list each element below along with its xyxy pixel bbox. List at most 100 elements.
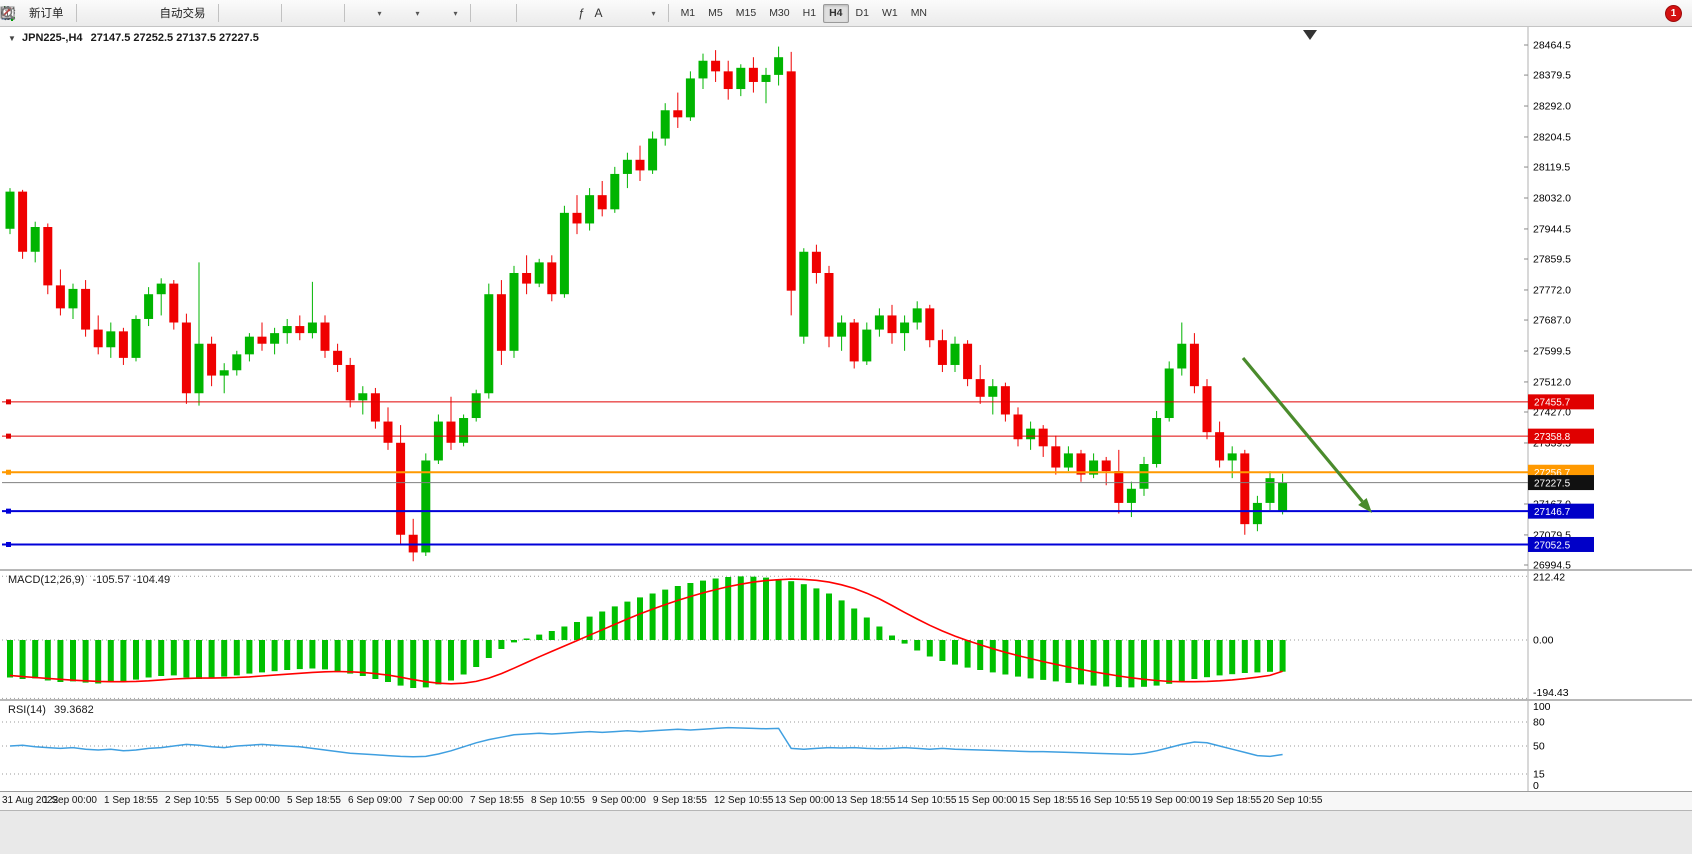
svg-text:T: T: [5, 10, 10, 19]
ohlc-values: 27147.5 27252.5 27137.5 27227.5: [90, 32, 259, 44]
rsi-value: 39.3682: [53, 704, 94, 716]
tile-windows-icon[interactable]: [1, 5, 338, 21]
svg-text:27227.5: 27227.5: [1534, 478, 1571, 489]
time-axis-label: 15 Sep 18:55: [1019, 795, 1079, 806]
timeframe-button-M5[interactable]: M5: [708, 7, 723, 19]
cursor-tool-icon[interactable]: [4, 5, 493, 21]
timeframe-button-H1[interactable]: H1: [802, 7, 817, 19]
trend-arrow-annotation[interactable]: [1241, 356, 1372, 513]
svg-text:27944.5: 27944.5: [1533, 223, 1571, 235]
notification-badge[interactable]: 1: [1665, 4, 1682, 22]
svg-text:0: 0: [1533, 780, 1539, 791]
chart-shift-marker[interactable]: [1303, 30, 1317, 40]
time-axis-label: 13 Sep 18:55: [836, 795, 896, 806]
svg-text:80: 80: [1533, 717, 1545, 729]
text-tool-icon[interactable]: A: [594, 6, 603, 20]
market-watch-icon[interactable]: [1, 5, 99, 21]
zoom-out-icon[interactable]: [1, 5, 321, 21]
timeframe-button-D1[interactable]: D1: [855, 7, 869, 19]
time-axis-border: [0, 791, 1692, 792]
svg-text:27859.5: 27859.5: [1533, 254, 1571, 266]
new-order-button[interactable]: 新订单: [23, 3, 70, 23]
time-axis-label: 6 Sep 09:00: [348, 795, 402, 806]
horizontal-lines[interactable]: [2, 399, 1528, 547]
time-axis-label: 15 Sep 00:00: [958, 795, 1018, 806]
time-axis-label: 5 Sep 18:55: [287, 795, 341, 806]
svg-text:27512.0: 27512.0: [1533, 376, 1571, 388]
toolbar-separator: [280, 4, 282, 22]
timeframe-button-H4[interactable]: H4: [823, 3, 849, 23]
indicators-icon: [0, 5, 373, 21]
zoom-in-icon[interactable]: [1, 5, 304, 21]
svg-text:27052.5: 27052.5: [1534, 540, 1571, 551]
macd-values: -105.57 -104.49: [92, 574, 171, 586]
chart-window: ▼ JPN225-,H4 27147.5 27252.5 27137.5 272…: [0, 27, 1692, 811]
toolbar-separator: [515, 4, 517, 22]
svg-text:28292.0: 28292.0: [1533, 101, 1571, 113]
svg-text:27146.7: 27146.7: [1534, 507, 1571, 518]
label-tool-icon[interactable]: T: [1, 5, 624, 21]
template-icon: [1, 5, 449, 21]
timeframe-button-M1[interactable]: M1: [680, 7, 696, 19]
svg-text:27256.7: 27256.7: [1534, 468, 1571, 479]
timeframe-button-W1[interactable]: W1: [881, 7, 898, 19]
time-axis-label: 20 Sep 10:55: [1263, 795, 1323, 806]
crosshair-tool-icon[interactable]: [1, 5, 510, 21]
svg-text:100: 100: [1533, 701, 1551, 713]
svg-text:28032.0: 28032.0: [1533, 192, 1571, 204]
data-window-icon[interactable]: [1, 5, 116, 21]
symbol-period-label: JPN225-,H4: [21, 32, 83, 44]
timeframe-group: M1 M5 M15 M30 H1 H4 D1 W1 MN: [675, 3, 933, 23]
svg-text:27772.0: 27772.0: [1533, 284, 1571, 296]
trendline-tool-icon[interactable]: [1, 5, 556, 21]
rsi-indicator-canvas[interactable]: 100 80 50 150: [0, 701, 1692, 791]
svg-text:15: 15: [1533, 769, 1545, 781]
svg-text:28119.5: 28119.5: [1533, 162, 1570, 174]
time-axis-label: 5 Sep 00:00: [226, 795, 280, 806]
support-icon[interactable]: [2, 5, 133, 21]
fibonacci-tool-icon[interactable]: ƒ: [578, 6, 585, 20]
shapes-dropdown[interactable]: ▾: [2, 3, 662, 23]
channel-tool-icon[interactable]: [1, 5, 573, 21]
chevron-down-icon: ▾: [415, 8, 420, 18]
timeframe-button-MN[interactable]: MN: [910, 7, 928, 19]
svg-text:27358.8: 27358.8: [1534, 432, 1571, 443]
panel-splitter[interactable]: [0, 569, 1692, 571]
macd-indicator-label: MACD(12,26,9) -105.57 -104.49: [8, 574, 170, 586]
panel-splitter[interactable]: [0, 699, 1692, 701]
templates-dropdown[interactable]: ▾: [1, 3, 464, 23]
svg-text:27427.0: 27427.0: [1533, 407, 1571, 419]
line-chart-type-icon[interactable]: [1, 5, 275, 21]
search-icon[interactable]: [1, 5, 1657, 21]
clock-icon: [1, 5, 411, 21]
time-axis-label: 8 Sep 10:55: [531, 795, 585, 806]
timeframe-button-M30[interactable]: M30: [769, 7, 790, 19]
time-axis-label: 2 Sep 10:55: [165, 795, 219, 806]
svg-text:212.42: 212.42: [1533, 571, 1565, 583]
horizontal-line-tool-icon[interactable]: [1, 5, 539, 21]
auto-trading-button[interactable]: 自动交易: [0, 3, 212, 23]
bar-chart-type-icon[interactable]: [3, 5, 241, 21]
time-axis-label: 12 Sep 10:55: [714, 795, 774, 806]
timeframe-button-M15[interactable]: M15: [735, 7, 757, 19]
time-axis-label: 19 Sep 18:55: [1202, 795, 1262, 806]
toolbar-separator: [343, 4, 345, 22]
time-axis-label: 7 Sep 00:00: [409, 795, 463, 806]
chevron-down-icon: ▾: [651, 8, 656, 18]
auto-trading-status-icon: [0, 5, 156, 21]
time-axis-label: 1 Sep 18:55: [104, 795, 158, 806]
price-chart-canvas[interactable]: 28464.5 28379.5 28292.0 28204.5 28119.5 28032…: [0, 27, 1692, 569]
time-axis-label: 7 Sep 18:55: [470, 795, 524, 806]
macd-histogram: [7, 576, 1286, 688]
timeframe-dropdown[interactable]: ▾: [1, 3, 426, 23]
svg-text:28204.5: 28204.5: [1533, 131, 1571, 143]
indicators-dropdown[interactable]: ▾: [0, 3, 388, 23]
rsi-name: RSI(14): [8, 704, 46, 716]
time-axis[interactable]: 31 Aug 2022 1 Sep 00:00 1 Sep 18:55 2 Sep 1…: [0, 792, 1692, 810]
macd-indicator-canvas[interactable]: 212.42 0.00 -194.43: [0, 571, 1692, 699]
svg-text:27455.7: 27455.7: [1534, 398, 1571, 409]
svg-text:26994.5: 26994.5: [1533, 560, 1571, 570]
collapse-triangle-icon[interactable]: ▼: [8, 34, 16, 43]
candlestick-chart-type-icon[interactable]: [3, 5, 258, 21]
arrow-shape-icon: [2, 5, 647, 21]
